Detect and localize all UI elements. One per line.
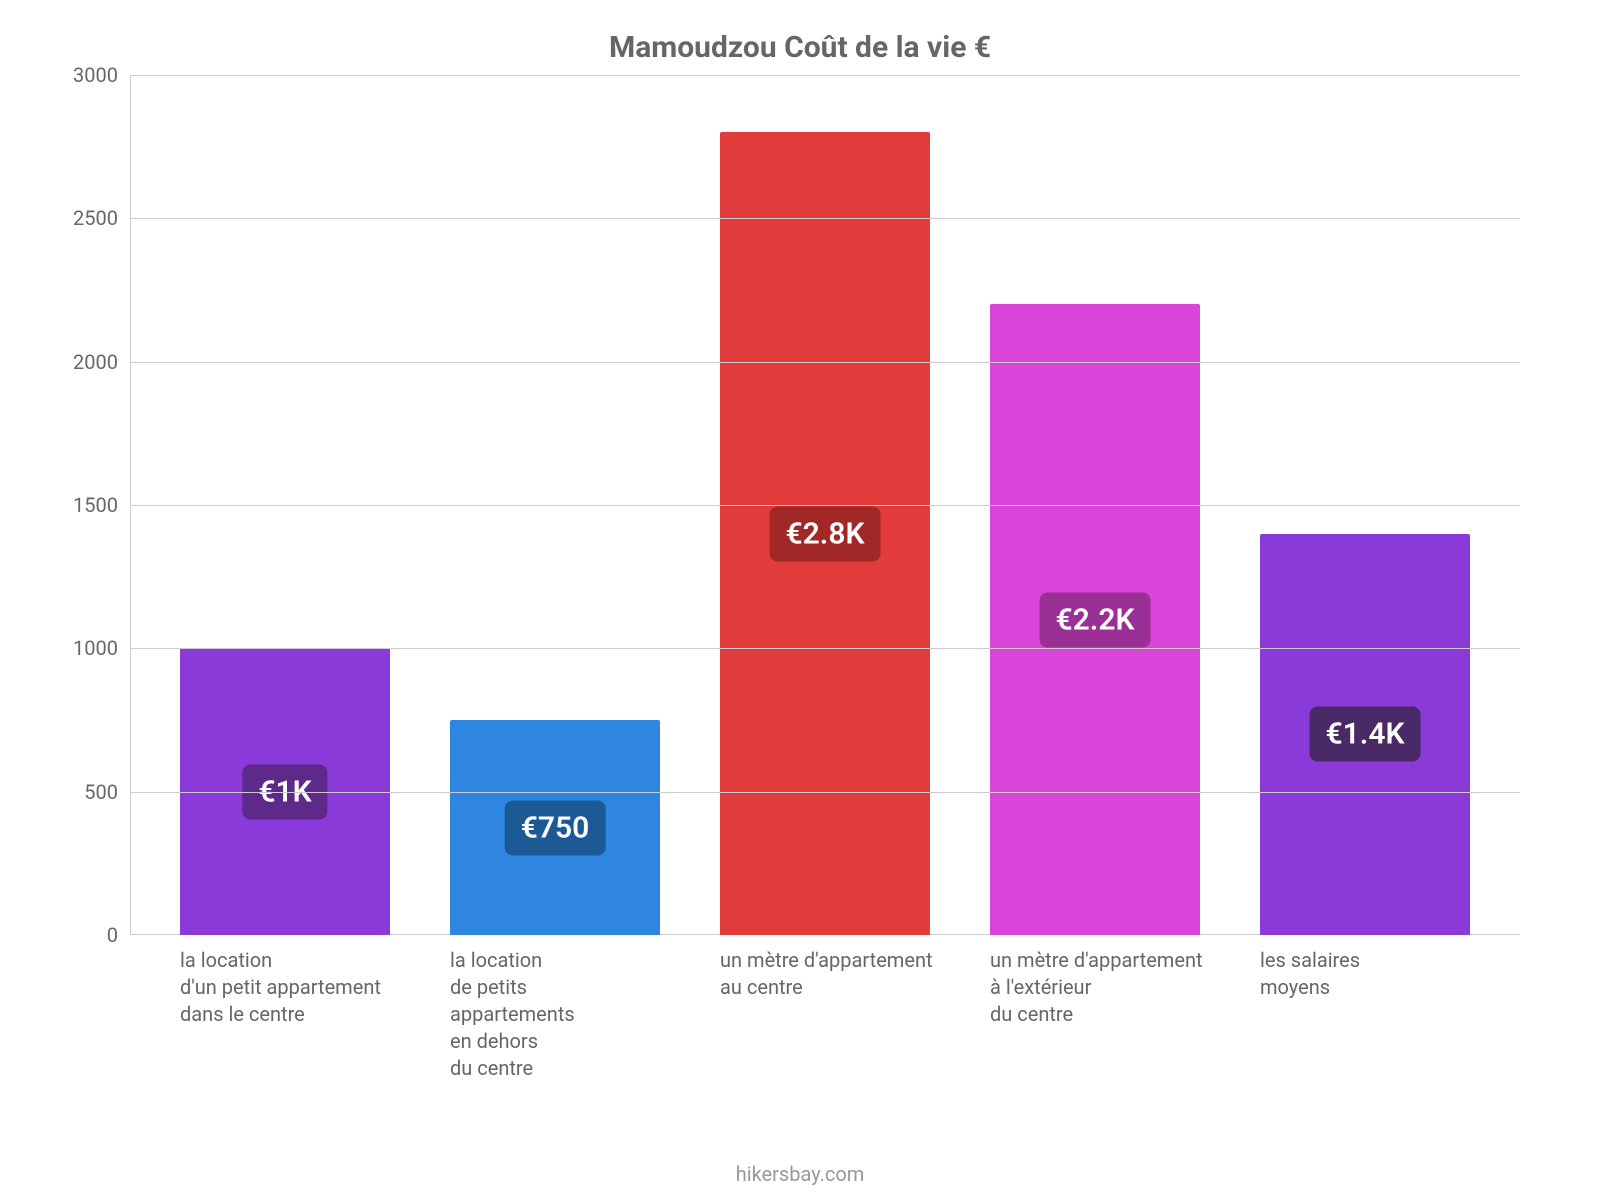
chart-title: Mamoudzou Coût de la vie € xyxy=(50,30,1550,65)
y-tick-label: 3000 xyxy=(73,63,130,87)
y-tick-label: 2000 xyxy=(73,350,130,374)
bar: €1.4K xyxy=(1260,534,1471,935)
x-axis-labels: la location d'un petit appartement dans … xyxy=(130,935,1520,1082)
footer-credit: hikersbay.com xyxy=(50,1162,1550,1186)
x-axis-label: la location de petits appartements en de… xyxy=(450,947,575,1082)
y-tick-label: 1500 xyxy=(73,493,130,517)
plot-area: €1K€750€2.8K€2.2K€1.4K 05001000150020002… xyxy=(130,75,1520,935)
bar-value-badge: €2.8K xyxy=(770,506,881,561)
x-label-slot: la location de petits appartements en de… xyxy=(420,947,690,1082)
bar: €2.2K xyxy=(990,304,1201,935)
x-label-slot: les salaires moyens xyxy=(1230,947,1500,1082)
x-label-slot: un mètre d'appartement à l'extérieur du … xyxy=(960,947,1230,1082)
y-tick-label: 2500 xyxy=(73,206,130,230)
bar: €750 xyxy=(450,720,661,935)
gridline xyxy=(130,648,1520,649)
x-axis-label: un mètre d'appartement au centre xyxy=(720,947,933,1082)
x-axis-label: les salaires moyens xyxy=(1260,947,1360,1082)
bar-value-badge: €2.2K xyxy=(1040,592,1151,647)
bar: €2.8K xyxy=(720,132,931,935)
y-tick-label: 0 xyxy=(107,923,130,947)
bar-value-badge: €750 xyxy=(505,800,606,855)
gridline xyxy=(130,75,1520,76)
x-axis-label: la location d'un petit appartement dans … xyxy=(180,947,381,1082)
gridline xyxy=(130,792,1520,793)
plot-region: €1K€750€2.8K€2.2K€1.4K 05001000150020002… xyxy=(130,75,1520,935)
gridline xyxy=(130,218,1520,219)
bar-value-badge: €1.4K xyxy=(1310,707,1421,762)
x-label-slot: la location d'un petit appartement dans … xyxy=(150,947,420,1082)
x-label-slot: un mètre d'appartement au centre xyxy=(690,947,960,1082)
x-axis-label: un mètre d'appartement à l'extérieur du … xyxy=(990,947,1203,1082)
chart-container: Mamoudzou Coût de la vie € €1K€750€2.8K€… xyxy=(0,0,1600,1200)
y-tick-label: 500 xyxy=(84,780,130,804)
gridline xyxy=(130,505,1520,506)
gridline xyxy=(130,362,1520,363)
y-tick-label: 1000 xyxy=(73,636,130,660)
